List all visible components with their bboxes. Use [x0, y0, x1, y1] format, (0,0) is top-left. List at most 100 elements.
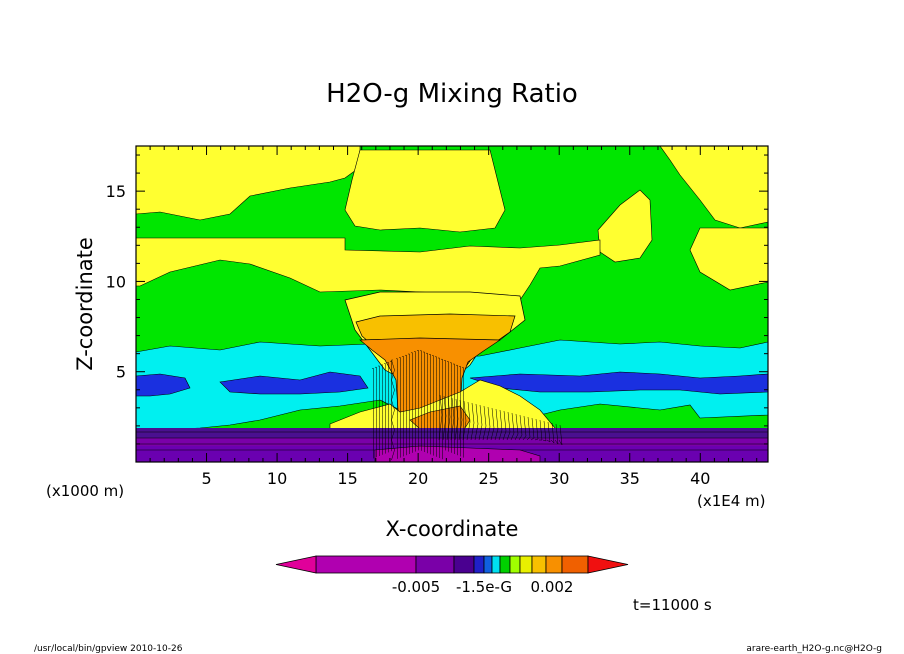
contour-line: [420, 350, 422, 451]
chart-title: H2O-g Mixing Ratio: [326, 79, 578, 109]
x-tick-label: 10: [267, 469, 287, 488]
contour-line: [462, 400, 467, 441]
contour-line: [458, 399, 463, 441]
contour-line: [402, 356, 404, 457]
contour-region-yellow-mid: [136, 237, 601, 301]
colorbar-swatch: [473, 555, 485, 574]
contour-line: [378, 365, 380, 456]
contour-region-yellow-top-right: [659, 146, 768, 229]
contour-line: [399, 357, 401, 458]
contour-line: [498, 409, 503, 441]
contour-line: [502, 410, 507, 441]
contour-line: [456, 364, 458, 456]
x-tick-label: 5: [201, 469, 211, 488]
plot-frame: [135, 145, 769, 463]
contour-field: [136, 146, 768, 462]
x-tick-label: 40: [690, 469, 710, 488]
y-tick-label: 15: [106, 182, 126, 201]
contour-line: [384, 363, 386, 454]
contour-line: [453, 363, 455, 454]
colorbar-labels: -0.005 -1.5e-G 0.002: [392, 578, 574, 596]
contour-line: [466, 401, 471, 441]
contour-line: [446, 396, 451, 441]
colorbar-swatch: [491, 555, 501, 574]
contour-region-blue-left: [136, 373, 191, 397]
colorbar-swatch: [499, 555, 511, 574]
colorbar-swatch: [483, 555, 493, 574]
colorbar-high-arrow: [587, 555, 629, 574]
contour-line: [375, 366, 377, 458]
y-tick-label: 10: [106, 272, 126, 291]
colorbar-swatch: [545, 555, 563, 574]
contour-line: [550, 422, 555, 444]
contour-line: [554, 423, 559, 445]
x-tick-label: 35: [620, 469, 640, 488]
contour-line: [542, 420, 547, 442]
contour-line: [429, 354, 431, 455]
contour-line: [518, 414, 523, 441]
contour-line: [417, 350, 419, 451]
contour-line: [482, 405, 487, 441]
contour-line: [530, 417, 535, 441]
contour-line: [450, 397, 455, 441]
colorbar-low-arrow: [275, 555, 317, 574]
contour-line: [438, 394, 443, 441]
contour-region-yellow-top-center: [344, 149, 506, 233]
contour-region-yellow-right-lobe: [597, 189, 653, 263]
contour-line: [408, 353, 410, 454]
contour-line: [390, 360, 392, 452]
contour-line: [423, 351, 425, 452]
contour-line: [539, 419, 543, 441]
contour-line: [478, 404, 483, 441]
contour-line: [534, 418, 539, 441]
colorbar-swatch: [561, 555, 589, 574]
colorbar-swatch: [509, 555, 521, 574]
colorbar-swatch: [519, 555, 533, 574]
x-axis-label: X-coordinate: [386, 517, 519, 541]
contour-line: [522, 415, 527, 441]
x-tick-label: 15: [337, 469, 357, 488]
colorbar: [275, 555, 629, 574]
x-unit-right: (x1E4 m): [697, 492, 766, 510]
contour-line: [526, 416, 531, 441]
contour-line: [372, 368, 374, 459]
contour-line: [462, 367, 464, 458]
contour-line: [546, 421, 551, 443]
contour-line: [514, 413, 519, 441]
contour-dense-lines: [372, 350, 563, 461]
contour-line: [494, 408, 499, 441]
contour-region-purple-mid: [136, 438, 768, 448]
colorbar-label: -1.5e-G: [456, 578, 512, 596]
contour-line: [474, 403, 479, 441]
contour-line: [470, 402, 475, 441]
contour-line: [486, 406, 491, 441]
x-unit-left: (x1000 m): [46, 482, 124, 500]
contour-line: [396, 358, 398, 459]
colorbar-swatch: [531, 555, 547, 574]
contour-line: [426, 352, 428, 454]
contour-region-yellow-right-edge: [689, 227, 768, 291]
contour-line: [444, 360, 446, 451]
footer-right-source: arare-earth_H2O-g.nc@H2O-g: [746, 644, 882, 654]
footer-left-path: /usr/local/bin/gpview 2010-10-26: [34, 644, 183, 654]
contour-line: [558, 424, 563, 446]
contour-line: [490, 407, 495, 441]
contour-line: [438, 357, 440, 458]
time-label: t=11000 s: [633, 596, 712, 614]
contour-line: [454, 398, 459, 441]
colorbar-swatch: [415, 555, 455, 574]
contour-line: [510, 412, 515, 441]
y-tick-label: 5: [116, 363, 126, 382]
x-tick-label: 20: [408, 469, 428, 488]
contour-line: [506, 411, 511, 441]
x-tick-label: 25: [478, 469, 498, 488]
contour-region-blue-mid: [219, 371, 369, 395]
colorbar-swatch: [315, 555, 417, 574]
contour-line: [411, 352, 413, 453]
contour-line: [435, 356, 437, 457]
colorbar-label: -0.005: [392, 578, 440, 596]
contour-region-blue-right: [469, 371, 768, 395]
contour-line: [432, 355, 434, 456]
contour-line: [405, 354, 407, 456]
